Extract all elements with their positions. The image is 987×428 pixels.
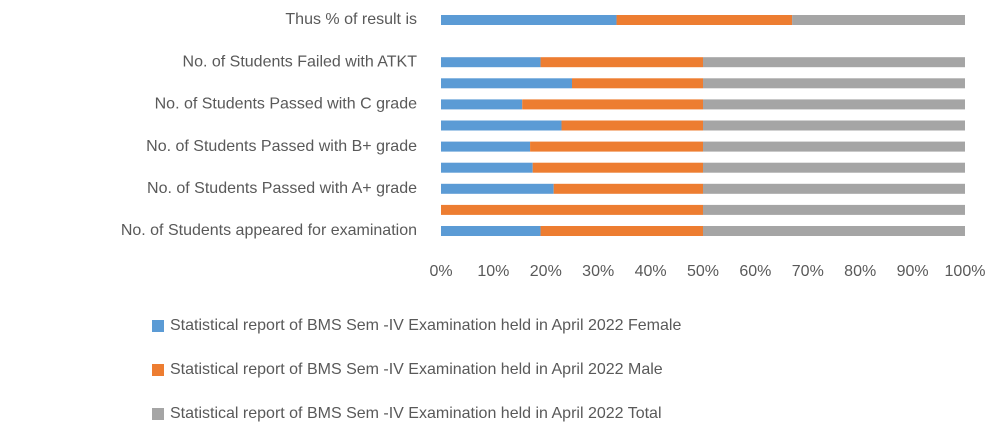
bar-segment xyxy=(703,57,965,68)
bar-segment xyxy=(441,15,617,25)
legend-label: Statistical report of BMS Sem -IV Examin… xyxy=(170,361,663,378)
bar-segment xyxy=(616,15,793,25)
bar-segment xyxy=(441,162,533,173)
y-tick-label: No. of Students appeared for examination xyxy=(121,222,417,239)
bar-segment xyxy=(441,183,554,194)
bar-segment xyxy=(703,120,965,131)
bar-segment xyxy=(703,204,965,215)
bar-segment xyxy=(532,162,703,173)
bar-segment xyxy=(441,57,541,68)
bar-segment xyxy=(441,226,541,236)
x-tick-label: 0% xyxy=(429,263,452,280)
y-tick-label: No. of Students Passed with B+ grade xyxy=(146,138,417,155)
x-tick-label: 100% xyxy=(945,263,986,280)
bar-segment xyxy=(703,99,965,110)
bar-segment xyxy=(441,204,703,215)
bar-segment xyxy=(703,183,965,194)
x-tick-label: 30% xyxy=(582,263,614,280)
x-tick-label: 90% xyxy=(897,263,929,280)
bar-segment xyxy=(530,141,703,152)
bar-segment xyxy=(522,99,703,110)
bar-segment xyxy=(441,141,531,152)
x-tick-label: 10% xyxy=(477,263,509,280)
y-tick-label: No. of Students Passed with A+ grade xyxy=(147,180,417,197)
bar-segment xyxy=(703,78,965,89)
bar-segment xyxy=(553,183,703,194)
legend-label: Statistical report of BMS Sem -IV Examin… xyxy=(170,317,681,334)
legend-swatch xyxy=(152,408,164,420)
bar-segment xyxy=(540,226,703,236)
bar-segment xyxy=(540,57,703,68)
x-tick-label: 40% xyxy=(635,263,667,280)
bar-segment xyxy=(441,78,572,89)
y-tick-label: Thus % of result is xyxy=(285,11,417,28)
x-tick-label: 50% xyxy=(687,263,719,280)
legend-swatch xyxy=(152,364,164,376)
x-tick-label: 80% xyxy=(844,263,876,280)
x-tick-label: 20% xyxy=(530,263,562,280)
bar-segment xyxy=(792,15,965,25)
y-tick-label: No. of Students Failed with ATKT xyxy=(183,53,418,70)
x-tick-label: 70% xyxy=(792,263,824,280)
legend-swatch xyxy=(152,320,164,332)
bar-segment xyxy=(703,162,965,173)
bar-segment xyxy=(561,120,703,131)
bar-segment xyxy=(441,120,562,131)
y-tick-label: No. of Students Passed with C grade xyxy=(155,96,417,113)
bar-segment xyxy=(703,141,965,152)
bar-segment xyxy=(703,226,965,236)
x-tick-label: 60% xyxy=(739,263,771,280)
legend-label: Statistical report of BMS Sem -IV Examin… xyxy=(170,405,662,422)
bar-segment xyxy=(572,78,703,89)
bar-segment xyxy=(441,99,523,110)
